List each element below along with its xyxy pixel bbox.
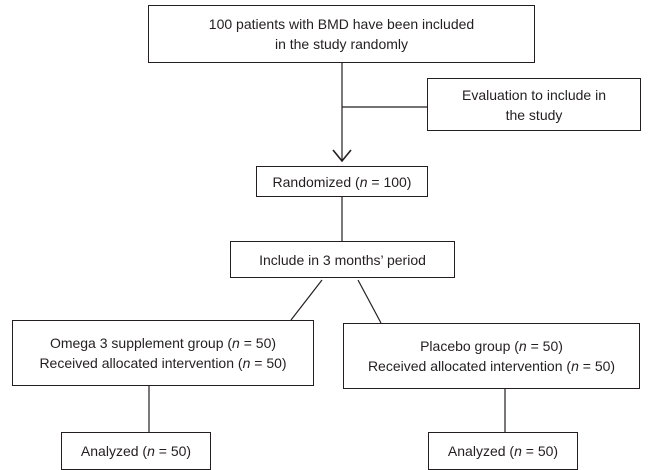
connector-period-to-placebo: [357, 279, 382, 324]
analyzed-left-box: Analyzed (n = 50): [61, 432, 211, 470]
arrow-head-icon: [332, 149, 352, 163]
placebo-line-2: Received allocated intervention (n = 50): [367, 358, 616, 374]
included-line-2: in the study randomly: [274, 36, 409, 52]
included-patients-box: 100 patients with BMD have been included…: [148, 5, 535, 63]
evaluation-line-1: Evaluation to include in: [462, 86, 606, 103]
placebo-group-box: Placebo group (n = 50) Received allocate…: [343, 323, 640, 389]
omega-line-1: Omega 3 supplement group (n = 50): [49, 335, 277, 351]
analyzed-right-label: Analyzed (n = 50): [447, 443, 559, 459]
period-box: Include in 3 months’ period: [230, 241, 455, 278]
omega-line-2: Received allocated intervention (n = 50): [39, 355, 287, 371]
randomized-label: Randomized (n = 100): [272, 173, 412, 190]
connector-period-to-omega: [290, 279, 323, 321]
omega-group-box: Omega 3 supplement group (n = 50) Receiv…: [12, 320, 314, 386]
randomized-box: Randomized (n = 100): [256, 166, 428, 197]
evaluation-line-2: the study: [505, 106, 563, 123]
included-line-1: 100 patients with BMD have been included: [208, 16, 475, 32]
analyzed-right-box: Analyzed (n = 50): [428, 432, 578, 470]
analyzed-left-label: Analyzed (n = 50): [80, 443, 192, 459]
placebo-line-1: Placebo group (n = 50): [420, 338, 563, 354]
evaluation-box: Evaluation to include in the study: [427, 78, 641, 131]
period-label: Include in 3 months’ period: [259, 251, 426, 268]
